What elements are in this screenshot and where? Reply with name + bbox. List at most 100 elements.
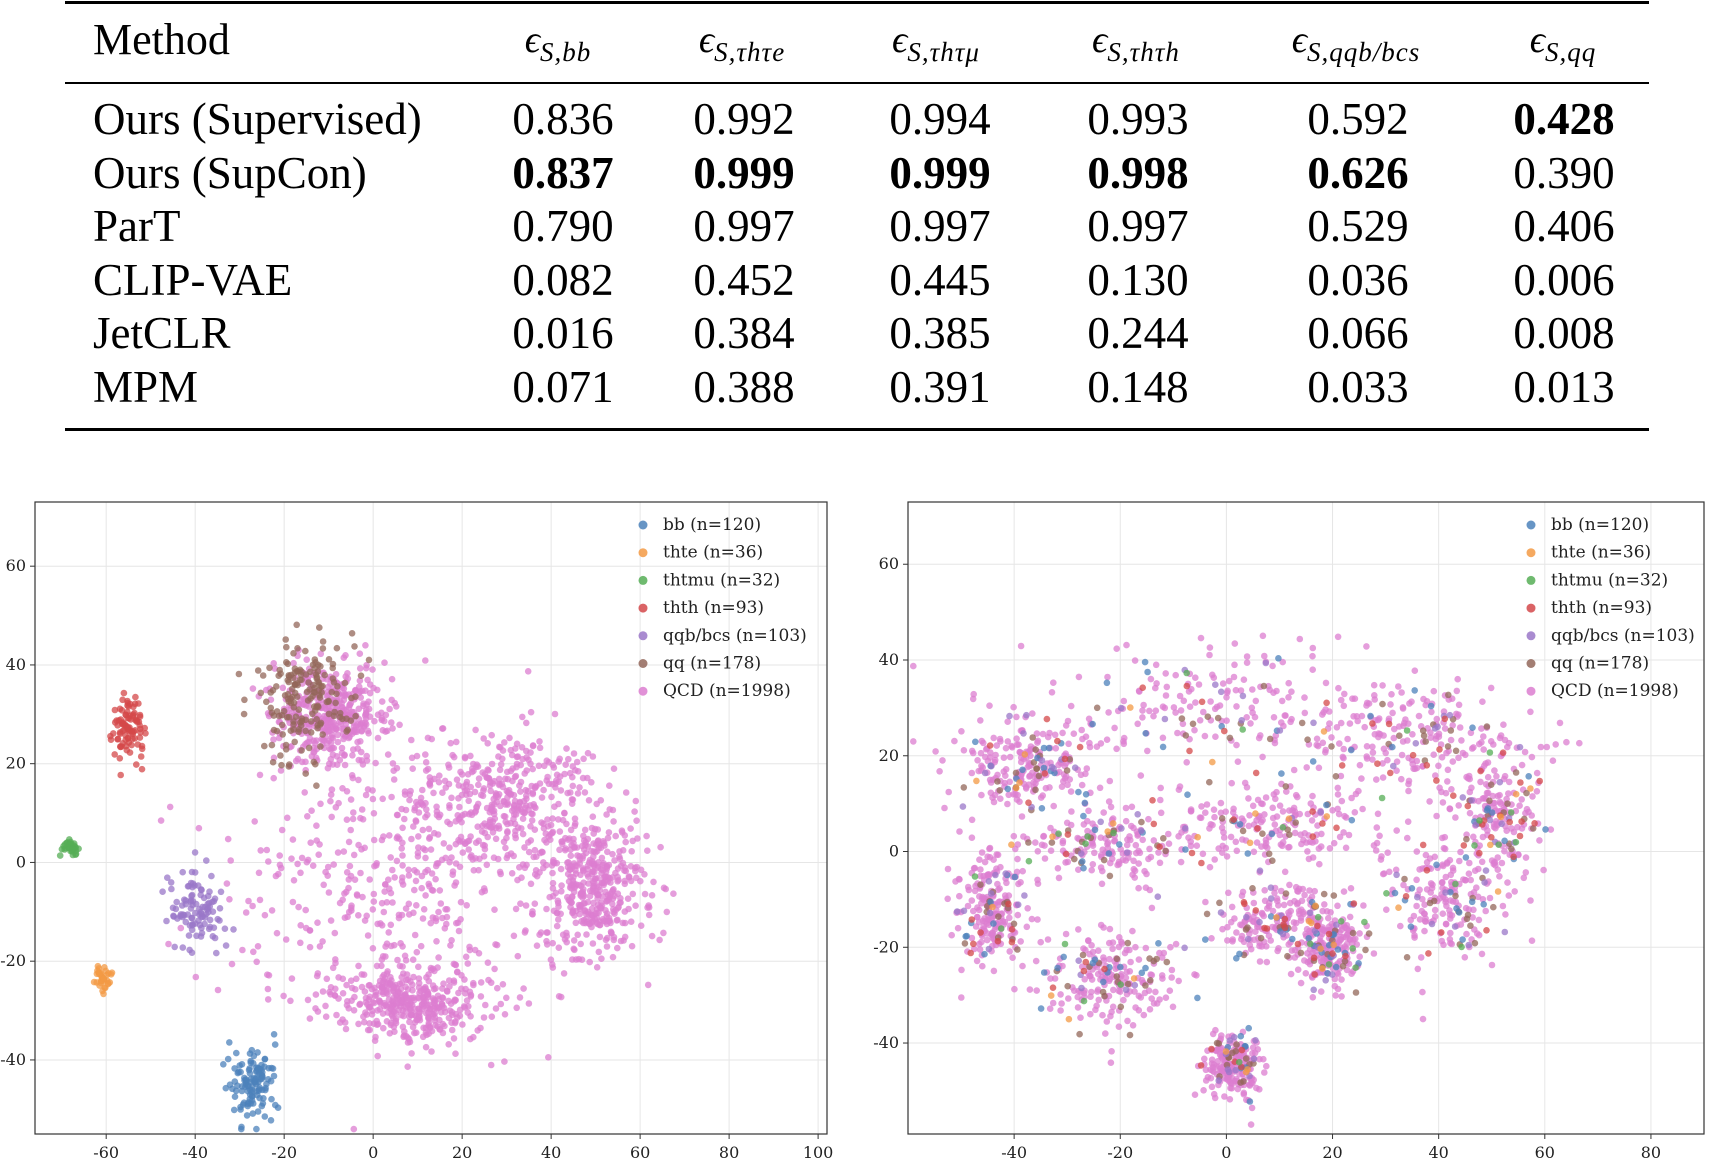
scatter-point [120, 689, 128, 697]
scatter-point [378, 698, 386, 705]
scatter-point [1254, 1046, 1262, 1053]
scatter-point [1454, 675, 1461, 683]
scatter-point [550, 858, 557, 866]
scatter-point [1501, 837, 1508, 845]
scatter-point [1370, 681, 1378, 689]
scatter-point [1372, 847, 1380, 854]
scatter-point [1333, 724, 1341, 731]
scatter-point [1219, 842, 1226, 850]
scatter-point [1286, 899, 1294, 907]
scatter-point [551, 803, 558, 810]
scatter-point [1438, 879, 1446, 886]
scatter-point [571, 946, 578, 954]
scatter-point [1212, 1026, 1219, 1034]
scatter-point [456, 803, 463, 811]
scatter-point [303, 656, 311, 663]
scatter-point [339, 785, 346, 792]
scatter-point [1063, 767, 1071, 774]
scatter-point [445, 1041, 453, 1048]
scatter-point [590, 879, 597, 886]
scatter-point [1048, 839, 1056, 846]
scatter-point [293, 693, 301, 700]
scatter-point [213, 949, 220, 957]
table-header-rule [65, 82, 1649, 84]
scatter-point [584, 898, 592, 906]
scatter-point [311, 664, 319, 672]
scatter-point [125, 703, 132, 710]
scatter-point [1332, 992, 1339, 999]
scatter-point [1100, 954, 1107, 961]
scatter-point [1418, 907, 1426, 915]
scatter-point [1290, 766, 1298, 774]
scatter-point [378, 984, 385, 991]
scatter-point [1325, 914, 1332, 922]
scatter-point [388, 942, 395, 950]
scatter-point [622, 867, 630, 875]
scatter-point [365, 656, 373, 664]
scatter-point [1237, 1079, 1244, 1086]
scatter-point [302, 758, 309, 766]
scatter-point [527, 880, 535, 888]
scatter-point [1200, 708, 1207, 716]
scatter-point [1077, 771, 1085, 779]
scatter-point [556, 755, 563, 763]
scatter-point [273, 929, 281, 937]
scatter-point [354, 738, 361, 746]
scatter-point [358, 846, 365, 853]
scatter-point [1504, 879, 1511, 886]
scatter-point [1107, 1059, 1115, 1066]
scatter-point [1479, 795, 1487, 802]
scatter-point [466, 943, 473, 951]
scatter-point [1106, 955, 1113, 963]
scatter-point [325, 889, 333, 896]
scatter-point [1109, 1003, 1117, 1011]
scatter-point [267, 1077, 275, 1085]
scatter-point [555, 944, 563, 951]
scatter-point [1529, 825, 1537, 832]
scatter-point [332, 985, 339, 993]
scatter-point [1501, 736, 1509, 744]
scatter-point [347, 796, 355, 803]
scatter-point [433, 811, 441, 819]
scatter-point [295, 700, 303, 708]
scatter-point [970, 690, 977, 698]
scatter-point [1249, 709, 1256, 716]
scatter-point [1250, 936, 1258, 944]
scatter-point [939, 757, 946, 764]
scatter-point [1493, 773, 1500, 780]
scatter-point [523, 792, 530, 799]
scatter-point [1191, 1091, 1199, 1098]
scatter-point [1420, 732, 1428, 739]
scatter-point [552, 784, 559, 791]
scatter-point [1135, 884, 1142, 892]
scatter-point [329, 751, 337, 758]
scatter-point [1511, 888, 1518, 895]
scatter-point [358, 983, 366, 991]
scatter-point [397, 940, 404, 947]
scatter-point [519, 808, 526, 816]
scatter-point [1089, 959, 1097, 967]
scatter-point [1214, 714, 1222, 722]
scatter-point [1019, 867, 1026, 875]
scatter-point [568, 796, 576, 803]
scatter-point [525, 1000, 533, 1007]
scatter-point [364, 932, 372, 939]
scatter-point [591, 825, 599, 833]
scatter-point [422, 1043, 430, 1051]
scatter-point [1432, 772, 1439, 779]
scatter-point [423, 974, 430, 981]
scatter-point [508, 870, 516, 877]
scatter-point [1259, 830, 1266, 837]
scatter-point [461, 753, 469, 761]
scatter-point [471, 809, 479, 816]
scatter-point [577, 940, 584, 948]
scatter-point [500, 797, 507, 805]
table-cell: 0.445 [889, 254, 991, 305]
scatter-point [330, 861, 338, 868]
scatter-point [384, 751, 392, 758]
scatter-point [325, 710, 333, 718]
scatter-point [263, 698, 270, 706]
scatter-point [371, 717, 378, 725]
